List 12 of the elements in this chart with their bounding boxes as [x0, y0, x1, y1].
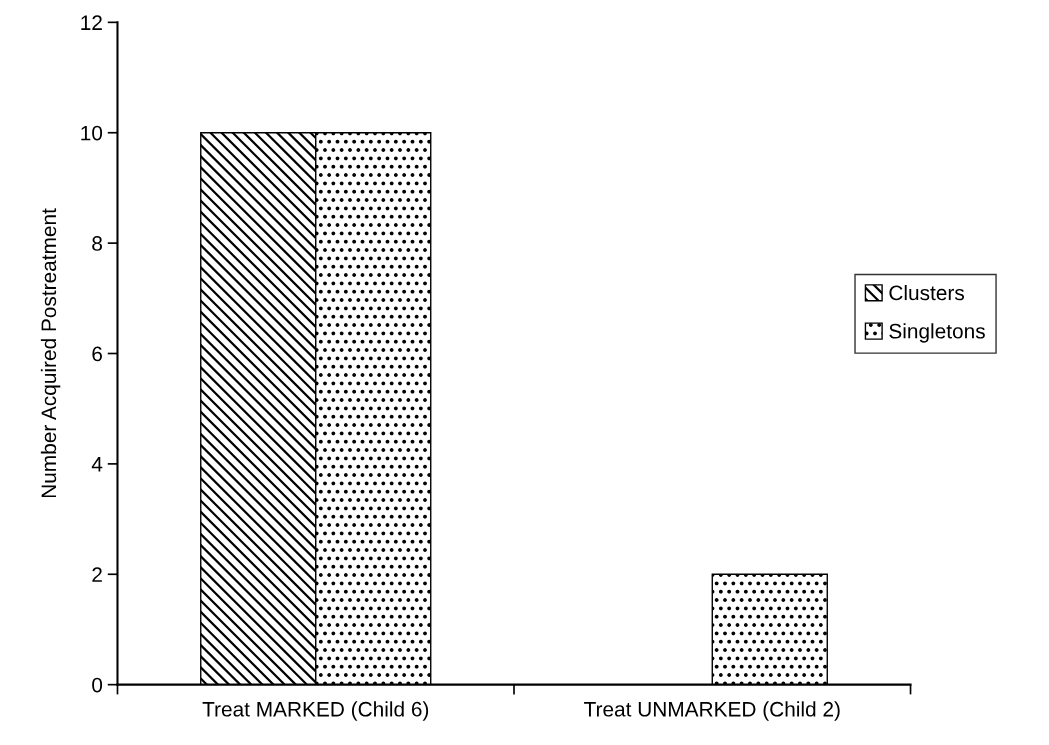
x-tick-label: Treat MARKED (Child 6)	[202, 701, 429, 721]
y-tick-label: 12	[81, 15, 102, 30]
y-axis-title: Number Acquired Postreatment	[40, 208, 61, 498]
x-tick-label: Treat UNMARKED (Child 2)	[584, 701, 840, 721]
legend-label: Singletons	[889, 323, 985, 343]
y-tick-label: 4	[91, 457, 103, 472]
legend-label: Clusters	[889, 284, 965, 301]
y-tick-label: 0	[92, 677, 103, 693]
y-tick-label: 2	[92, 567, 102, 582]
y-tick-label: 10	[81, 125, 103, 141]
y-tick-label: 8	[92, 236, 102, 251]
y-tick-label: 6	[92, 346, 102, 362]
